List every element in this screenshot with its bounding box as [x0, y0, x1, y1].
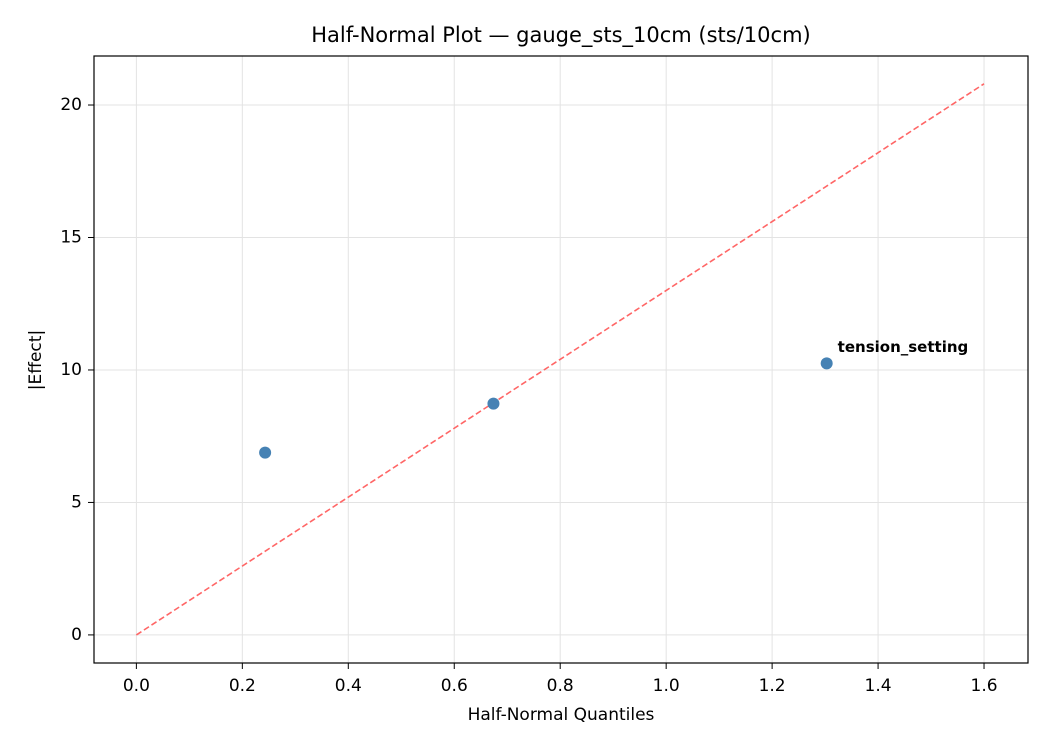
x-tick-label: 0.4 [335, 676, 362, 696]
annotation: tension_setting [838, 338, 969, 356]
reference-line [135, 83, 985, 636]
x-tick-label: 1.2 [759, 676, 786, 696]
y-tick-label: 0 [71, 625, 82, 645]
x-tick-label: 0.6 [441, 676, 468, 696]
x-tick-label: 1.0 [653, 676, 680, 696]
x-tick-label: 1.6 [971, 676, 998, 696]
chart-title: Half-Normal Plot — gauge_sts_10cm (sts/1… [311, 23, 810, 48]
point [820, 357, 833, 370]
y-tick-label: 15 [60, 227, 82, 247]
x-axis-label: Half-Normal Quantiles [468, 705, 655, 725]
x-tick-label: 1.4 [865, 676, 892, 696]
y-axis-label: |Effect| [26, 330, 46, 390]
y-tick-label: 10 [60, 360, 82, 380]
point [259, 446, 272, 459]
x-tick-label: 0.8 [547, 676, 574, 696]
y-tick-label: 20 [60, 95, 82, 115]
y-tick-label: 5 [71, 492, 82, 512]
x-tick-label: 0.0 [123, 676, 150, 696]
plot-frame [93, 55, 1029, 664]
point [487, 397, 500, 410]
x-tick-label: 0.2 [229, 676, 256, 696]
